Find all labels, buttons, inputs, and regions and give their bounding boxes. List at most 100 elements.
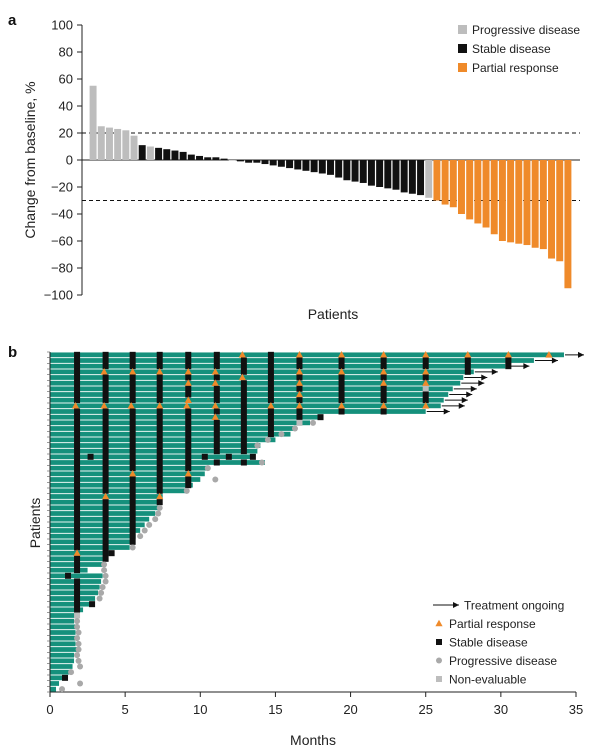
legend-label-stable: Stable disease (449, 636, 528, 650)
stable-disease-marker (267, 363, 274, 370)
x-axis-title: Months (290, 732, 336, 748)
stable-disease-marker (422, 363, 429, 370)
stable-disease-marker (74, 419, 81, 426)
y-tick-label: 60 (59, 72, 73, 87)
progressive-disease-marker (204, 465, 211, 472)
stable-disease-marker (213, 436, 220, 443)
patient-row (50, 589, 105, 596)
stable-disease-marker (156, 465, 163, 472)
waterfall-bar (458, 160, 465, 214)
progressive-disease-marker (77, 680, 84, 687)
stable-disease-marker (156, 391, 163, 398)
stable-disease-marker (225, 453, 232, 460)
treatment-duration-bar (50, 358, 534, 363)
waterfall-bar (294, 160, 302, 170)
patient-row (50, 425, 298, 432)
waterfall-bar (425, 160, 433, 198)
stable-disease-marker (156, 357, 163, 364)
stable-disease-marker (102, 510, 109, 517)
progressive-disease-marker (75, 646, 82, 653)
ongoing-arrow-head (458, 402, 465, 409)
stable-disease-marker (296, 363, 303, 370)
stable-disease-marker (102, 482, 109, 489)
progressive-disease-marker (102, 572, 109, 579)
patient-row (50, 669, 75, 676)
stable-disease-marker (267, 408, 274, 415)
stable-disease-marker (129, 397, 136, 404)
panel-b-swimmer-plot: 0 5 10 15 20 25 30 35 Months Patients Treatment on… (27, 351, 584, 748)
stable-disease-marker (156, 442, 163, 449)
stable-disease-marker (185, 448, 192, 455)
treatment-duration-bar (50, 624, 78, 630)
stable-disease-marker (185, 453, 192, 460)
treatment-duration-bar (50, 482, 193, 488)
partial-response-marker (380, 402, 388, 409)
waterfall-bar (146, 146, 154, 160)
treatment-duration-bar (50, 681, 60, 686)
stable-disease-marker (102, 550, 109, 557)
stable-disease-marker (74, 555, 81, 562)
stable-disease-marker (267, 397, 274, 404)
patient-row (50, 686, 66, 693)
x-tick-label: 30 (494, 702, 508, 717)
stable-disease-marker (129, 465, 136, 472)
stable-disease-marker (74, 414, 81, 421)
treatment-duration-bar (50, 539, 132, 545)
stable-disease-marker (213, 357, 220, 364)
stable-disease-marker (422, 357, 429, 364)
progressive-disease-marker (75, 629, 82, 636)
stable-disease-marker (185, 459, 192, 466)
stable-disease-marker (74, 527, 81, 534)
patient-row (50, 584, 106, 591)
stable-disease-marker (129, 408, 136, 415)
stable-disease-marker (74, 448, 81, 455)
stable-disease-marker (296, 357, 303, 364)
patient-row (50, 612, 81, 619)
x-tick-label: 5 (122, 702, 129, 717)
legend-label-partial: Partial response (472, 61, 559, 75)
progressive-disease-marker (436, 657, 442, 664)
waterfall-bar (310, 160, 318, 173)
y-tick-label: −40 (51, 207, 73, 222)
stable-disease-marker (338, 380, 345, 387)
stable-disease-marker (296, 414, 303, 421)
stable-disease-marker (240, 368, 247, 375)
stable-disease-marker (65, 572, 72, 579)
stable-disease-marker (380, 363, 387, 370)
partial-response-marker (211, 402, 219, 409)
patient-row (50, 351, 584, 358)
progressive-disease-marker (74, 618, 81, 625)
waterfall-bar (196, 155, 203, 160)
patient-row (50, 527, 148, 534)
stable-disease-marker (108, 550, 115, 557)
treatment-duration-bar (50, 528, 141, 533)
stable-disease-marker (74, 374, 81, 381)
treatment-duration-bar (50, 392, 449, 397)
stable-disease-marker (102, 504, 109, 511)
patient-row (50, 453, 256, 460)
stable-disease-marker (296, 374, 303, 381)
stable-disease-marker (74, 431, 81, 438)
stable-disease-marker (74, 465, 81, 472)
treatment-duration-bar (50, 471, 205, 477)
partial-response-marker (156, 492, 164, 500)
stable-disease-marker (156, 453, 163, 460)
progressive-disease-marker (152, 516, 159, 523)
waterfall-bar (286, 160, 294, 169)
waterfall-bar (277, 160, 285, 167)
waterfall-bar (507, 160, 515, 243)
stable-disease-marker (213, 374, 220, 381)
waterfall-bar (384, 160, 392, 189)
stable-disease-marker (185, 385, 192, 392)
treatment-duration-bar (50, 465, 208, 471)
stable-disease-marker (156, 385, 163, 392)
partial-response-marker (422, 368, 430, 375)
treatment-duration-bar (50, 437, 276, 443)
partial-response-marker (183, 402, 191, 409)
stable-disease-marker (505, 357, 512, 364)
stable-disease-marker (240, 397, 247, 404)
y-tick-label: −100 (44, 288, 73, 303)
y-tick-label: −60 (51, 234, 73, 249)
waterfall-bar (171, 150, 179, 160)
legend-label-partial: Partial response (449, 617, 536, 631)
